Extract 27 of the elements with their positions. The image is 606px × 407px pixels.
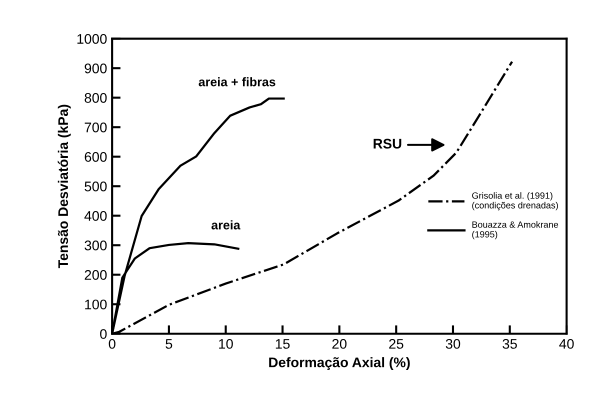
x-tick-label: 40 <box>559 338 574 349</box>
y-axis-title: Tensão Desviatória (kPa) <box>58 104 71 268</box>
annotation: areia <box>212 220 240 230</box>
y-tick-label: 100 <box>85 300 107 310</box>
y-tick-label: 600 <box>84 152 107 162</box>
x-tick-label: 0 <box>108 338 116 349</box>
y-tick-label: 900 <box>84 64 107 74</box>
y-tick-label: 400 <box>84 211 107 221</box>
x-tick-label: 25 <box>389 338 404 349</box>
x-axis-title: Deformação Axial (%) <box>269 357 410 370</box>
y-tick-label: 800 <box>84 93 107 103</box>
y-tick-label: 700 <box>84 122 107 132</box>
y-tick-label: 1000 <box>77 34 107 44</box>
x-tick-label: 5 <box>166 339 172 349</box>
annotation: RSU <box>374 138 402 149</box>
x-tick-label: 15 <box>276 339 290 349</box>
x-tick-label: 30 <box>446 338 460 349</box>
y-tick-label: 200 <box>84 270 107 280</box>
y-tick-label: 0 <box>100 329 107 339</box>
annotation: areia + fibras <box>198 77 276 86</box>
y-tick-label: 300 <box>84 240 107 250</box>
legend-label: Bouazza & Amokrane (1995) <box>472 221 558 240</box>
x-tick-label: 35 <box>502 338 517 349</box>
y-tick-label: 500 <box>84 182 107 192</box>
x-tick-label: 10 <box>219 338 233 349</box>
legend-label: Grisolia et al. (1991) (condições drenadas) <box>472 192 558 210</box>
x-tick-label: 20 <box>332 338 347 349</box>
